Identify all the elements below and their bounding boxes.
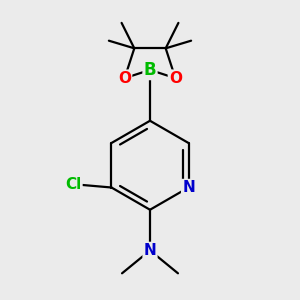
Text: Cl: Cl <box>65 178 82 193</box>
Text: N: N <box>144 243 156 258</box>
Text: O: O <box>118 71 131 86</box>
Text: N: N <box>182 180 195 195</box>
Text: O: O <box>169 71 182 86</box>
Text: B: B <box>144 61 156 79</box>
